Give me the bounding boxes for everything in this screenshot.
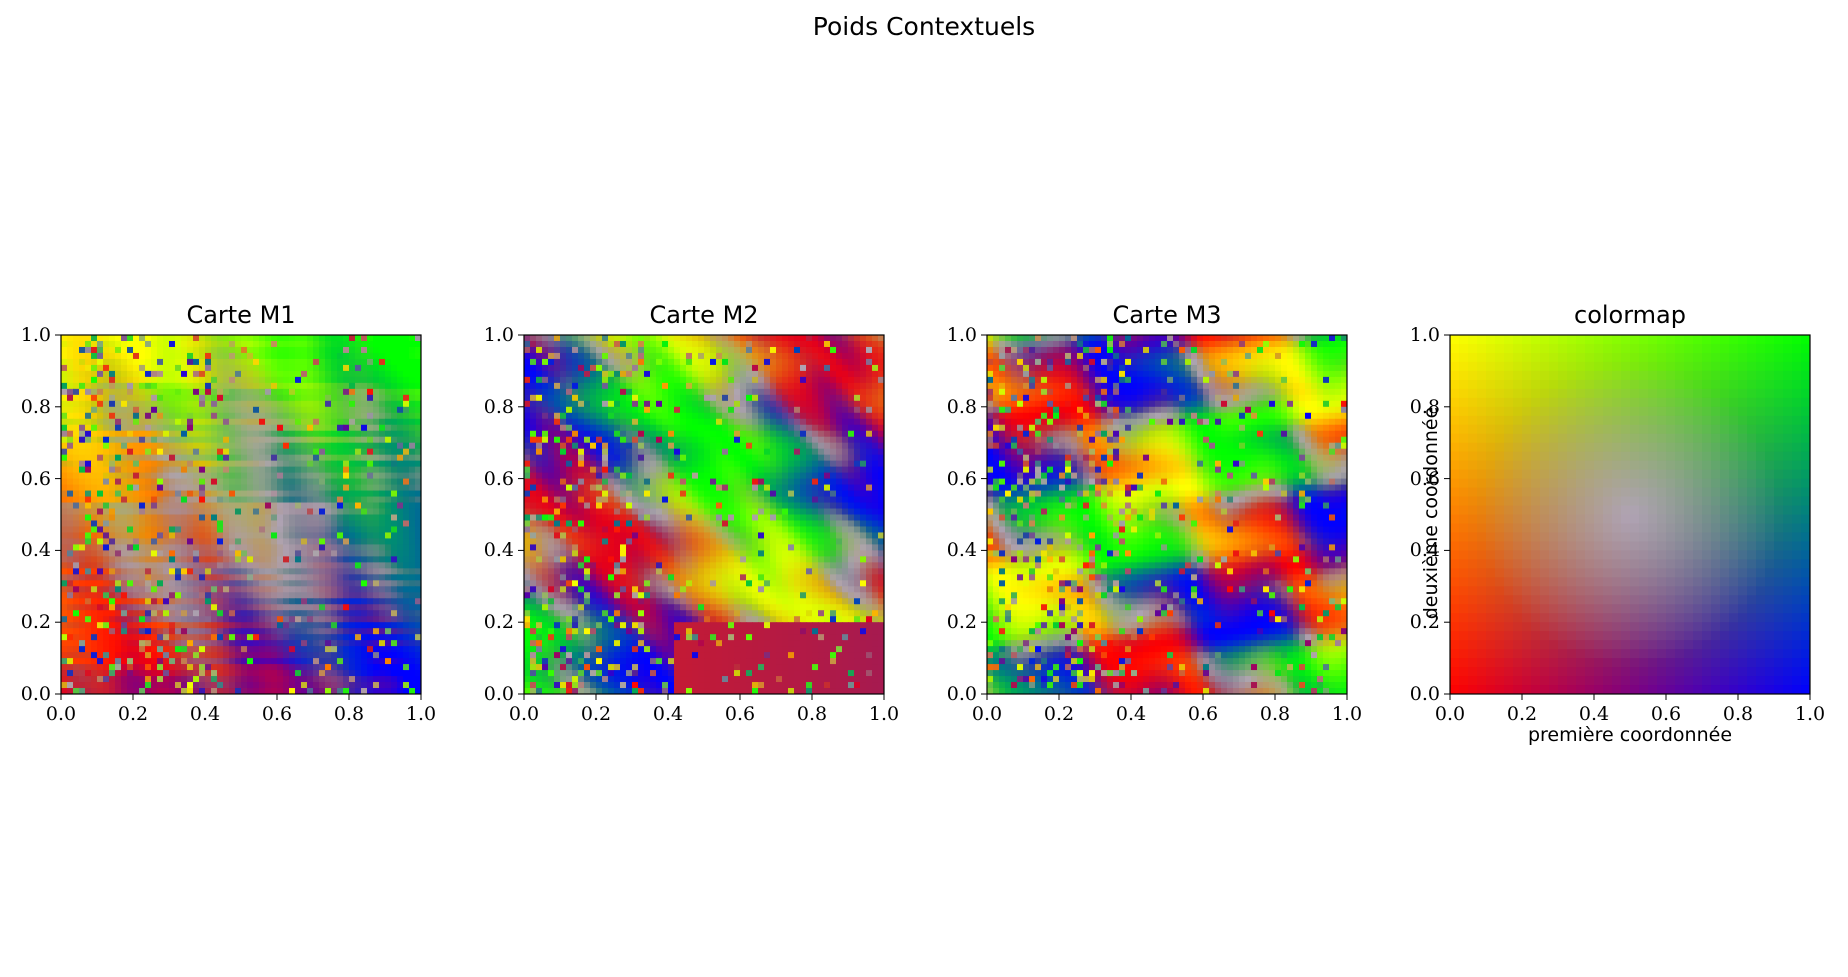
axes-frame-colormap <box>1449 334 1811 695</box>
ytick-label-m3: 1.0 <box>946 324 977 346</box>
xtick-label-m1: 0.6 <box>261 703 293 725</box>
xtick-label-m2: 0.0 <box>508 703 540 725</box>
xtick-label-m2: 0.8 <box>796 703 828 725</box>
xtick-label-m1: 0.4 <box>189 703 221 725</box>
xtick-label-colormap: 0.8 <box>1722 703 1754 725</box>
heatmap-m3 <box>986 334 1348 695</box>
ytick-label-m3: 0.0 <box>946 683 977 705</box>
ytick-label-m2: 0.8 <box>483 395 514 418</box>
ytick-label-m1: 0.4 <box>20 539 51 562</box>
ytick-label-m2: 0.0 <box>483 683 514 705</box>
colormap-ylabel: deuxième coordonnée <box>1420 406 1442 620</box>
xtick-label-m2: 0.6 <box>724 703 756 725</box>
ytick-label-m3: 0.4 <box>946 539 977 562</box>
xtick-label-m2: 1.0 <box>868 703 900 725</box>
figure-suptitle: Poids Contextuels <box>812 12 1036 41</box>
xtick-label-m1: 0.0 <box>45 703 77 725</box>
ytick-label-m3: 0.6 <box>946 467 977 490</box>
ytick-label-m3: 0.8 <box>946 395 977 418</box>
ytick-label-m2: 0.4 <box>483 539 514 562</box>
heatmap-m2 <box>523 334 885 695</box>
axes-frame-m2 <box>523 334 885 695</box>
ytick-label-m2: 0.6 <box>483 467 514 490</box>
xtick-label-colormap: 0.6 <box>1650 703 1682 725</box>
ytick-label-colormap: 1.0 <box>1409 324 1440 346</box>
xtick-label-colormap: 0.2 <box>1506 703 1538 725</box>
ytick-label-colormap: 0.6 <box>1409 467 1440 490</box>
ytick-label-m1: 0.2 <box>20 611 51 634</box>
xtick-label-colormap: 1.0 <box>1794 703 1826 725</box>
xtick-label-m1: 0.8 <box>333 703 365 725</box>
panel-title-m1: Carte M1 <box>186 301 296 329</box>
heatmap-colormap <box>1449 334 1811 695</box>
xtick-label-m3: 0.0 <box>971 703 1003 725</box>
xtick-label-m2: 0.4 <box>652 703 684 725</box>
xtick-label-m2: 0.2 <box>580 703 612 725</box>
xtick-label-m3: 0.2 <box>1043 703 1075 725</box>
ytick-label-m2: 1.0 <box>483 324 514 346</box>
ytick-label-m1: 0.6 <box>20 467 51 490</box>
ytick-label-m2: 0.2 <box>483 611 514 634</box>
ytick-label-colormap: 0.2 <box>1409 611 1440 634</box>
ytick-label-m1: 0.0 <box>20 683 51 705</box>
xtick-label-colormap: 0.4 <box>1578 703 1610 725</box>
xtick-label-m1: 0.2 <box>117 703 149 725</box>
ytick-label-m1: 0.8 <box>20 395 51 418</box>
ytick-label-m3: 0.2 <box>946 611 977 634</box>
colormap-xlabel: première coordonnée <box>1527 724 1733 746</box>
ytick-label-colormap: 0.0 <box>1409 683 1440 705</box>
xtick-label-m3: 0.6 <box>1187 703 1219 725</box>
heatmap-m1 <box>60 334 422 695</box>
ytick-label-colormap: 0.4 <box>1409 539 1440 562</box>
xtick-label-m1: 1.0 <box>405 703 437 725</box>
axes-frame-m3 <box>986 334 1348 695</box>
xtick-label-m3: 0.8 <box>1259 703 1291 725</box>
ytick-label-m1: 1.0 <box>20 324 51 346</box>
xtick-label-colormap: 0.0 <box>1434 703 1466 725</box>
xtick-label-m3: 1.0 <box>1331 703 1363 725</box>
axes-frame-m1 <box>60 334 422 695</box>
panel-title-m3: Carte M3 <box>1112 301 1222 329</box>
xtick-label-m3: 0.4 <box>1115 703 1147 725</box>
ytick-label-colormap: 0.8 <box>1409 395 1440 418</box>
panel-title-m2: Carte M2 <box>649 301 759 329</box>
panel-title-colormap: colormap <box>1574 301 1686 329</box>
